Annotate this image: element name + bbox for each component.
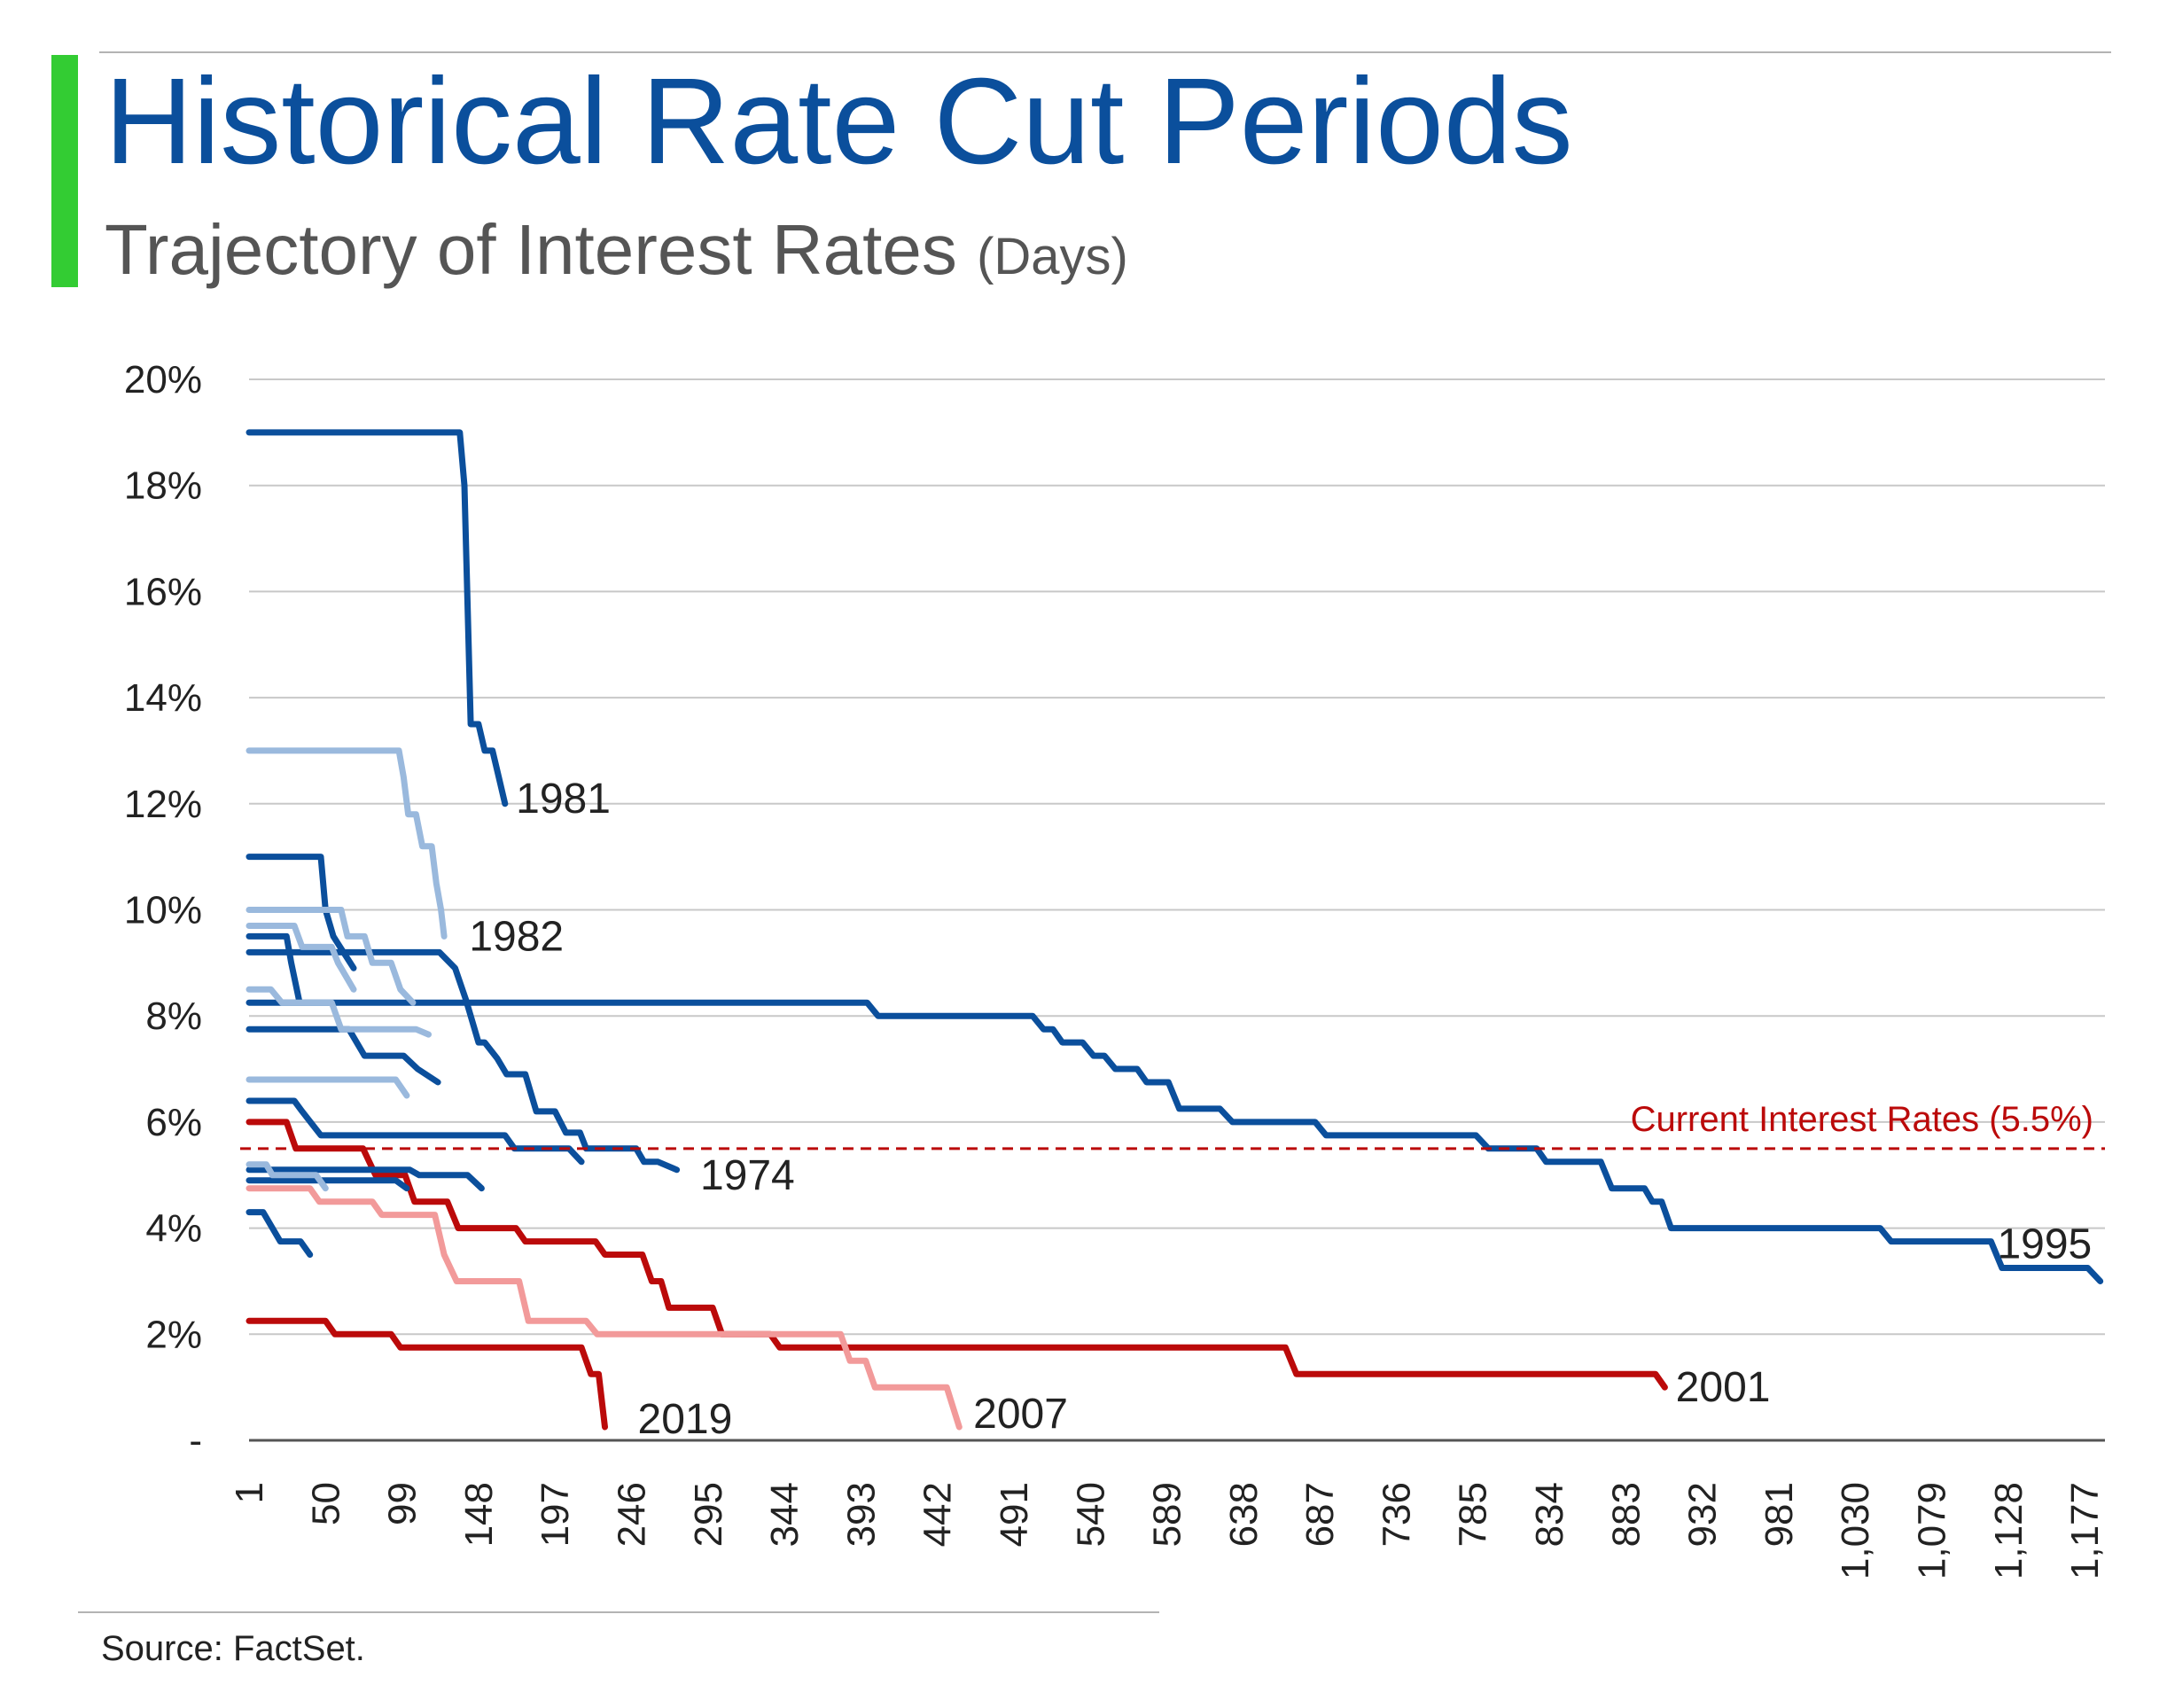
series-line-unlabeled-14 (246, 907, 417, 1006)
chart-subtitle: Trajectory of Interest Rates (Days) (105, 211, 1128, 289)
x-tick-label: 638 (1222, 1482, 1266, 1547)
x-tick-label: 932 (1681, 1482, 1725, 1547)
source-note: Source: FactSet. (101, 1629, 365, 1668)
x-tick-label: 246 (610, 1482, 653, 1547)
series-label-2001: 2001 (1676, 1364, 1771, 1411)
series-line-unlabeled-18 (246, 1161, 329, 1192)
series-line-unlabeled-11 (246, 1166, 485, 1192)
series-line-1995 (246, 999, 2104, 1284)
y-tick-label: 20% (124, 358, 202, 402)
reference-layer: Current Interest Rates (5.5%) (240, 1100, 2105, 1150)
series-line-1982 (246, 747, 448, 940)
series-label-1981: 1981 (516, 776, 611, 823)
x-tick-label: 834 (1528, 1482, 1571, 1547)
axis-layer: - 2% 4% 6% 8% 10% 12% 14% 16% 18% 20% 1 50 99 148 197 24… (124, 358, 2107, 1579)
series-line-unlabeled-16 (246, 986, 432, 1038)
series-line-2001 (246, 1119, 1668, 1391)
x-tick-label: 1,128 (1987, 1482, 2031, 1579)
current-rate-label: Current Interest Rates (5.5%) (1631, 1100, 2093, 1139)
series-line-unlabeled-10 (246, 1097, 585, 1166)
x-tick-label: 393 (839, 1482, 883, 1547)
chart-title: Historical Rate Cut Periods (105, 53, 1573, 190)
x-tick-label: 491 (993, 1482, 1036, 1547)
x-tick-label: 785 (1452, 1482, 1495, 1547)
x-tick-label: 981 (1758, 1482, 1801, 1547)
series-line-unlabeled-13 (246, 1209, 314, 1258)
series-label-1974: 1974 (700, 1152, 795, 1199)
series-line-unlabeled-15 (246, 923, 357, 993)
top-rule (99, 51, 2111, 53)
y-tick-label: 18% (124, 464, 202, 508)
x-tick-label: 442 (916, 1482, 960, 1547)
series-line-1974 (246, 948, 681, 1174)
series-label-1982: 1982 (469, 913, 564, 960)
series-line-1981 (246, 429, 509, 807)
y-tick-label: 10% (124, 889, 202, 932)
y-tick-label: 2% (145, 1313, 202, 1356)
x-tick-label: 1,177 (2063, 1482, 2107, 1579)
y-tick-label: 6% (145, 1101, 202, 1144)
x-tick-label: 1 (228, 1482, 271, 1503)
series-line-unlabeled-8 (246, 932, 302, 1003)
series-label-2007: 2007 (973, 1391, 1068, 1438)
x-tick-label: 148 (457, 1482, 501, 1547)
x-tick-label: 344 (763, 1482, 807, 1547)
subtitle-unit: (Days) (977, 228, 1128, 285)
bottom-rule (78, 1611, 1159, 1613)
series-line-unlabeled-9 (246, 1026, 441, 1086)
series-line-2007 (246, 1185, 963, 1431)
series-label-layer: 1981 1982 1974 1995 2001 2007 2019 (469, 776, 2092, 1443)
series-line-2019 (246, 1317, 608, 1431)
subtitle-text: Trajectory of Interest Rates (105, 210, 957, 289)
x-tick-label: 687 (1298, 1482, 1342, 1547)
y-tick-label: 14% (124, 676, 202, 720)
series-layer (246, 429, 2104, 1431)
y-tick-label: 16% (124, 570, 202, 613)
x-tick-label: 1,030 (1834, 1482, 1877, 1579)
y-tick-label: 8% (145, 994, 202, 1038)
x-tick-label: 99 (381, 1482, 425, 1525)
y-tick-label: - (189, 1419, 202, 1462)
y-tick-label: 4% (145, 1207, 202, 1251)
x-tick-label: 295 (687, 1482, 730, 1547)
grid-layer (249, 378, 2105, 1336)
series-label-2019: 2019 (638, 1396, 733, 1443)
x-tick-label: 736 (1375, 1482, 1418, 1547)
x-tick-label: 540 (1069, 1482, 1112, 1547)
x-tick-label: 1,079 (1911, 1482, 1954, 1579)
title-accent-bar (51, 55, 78, 287)
series-line-unlabeled-17 (246, 1076, 410, 1099)
series-line-unlabeled-12 (246, 1177, 410, 1192)
x-tick-label: 883 (1604, 1482, 1648, 1547)
x-tick-label: 50 (304, 1482, 347, 1525)
x-tick-label: 589 (1146, 1482, 1189, 1547)
y-tick-label: 12% (124, 783, 202, 826)
series-label-1995: 1995 (1997, 1221, 2092, 1268)
x-tick-label: 197 (534, 1482, 577, 1547)
